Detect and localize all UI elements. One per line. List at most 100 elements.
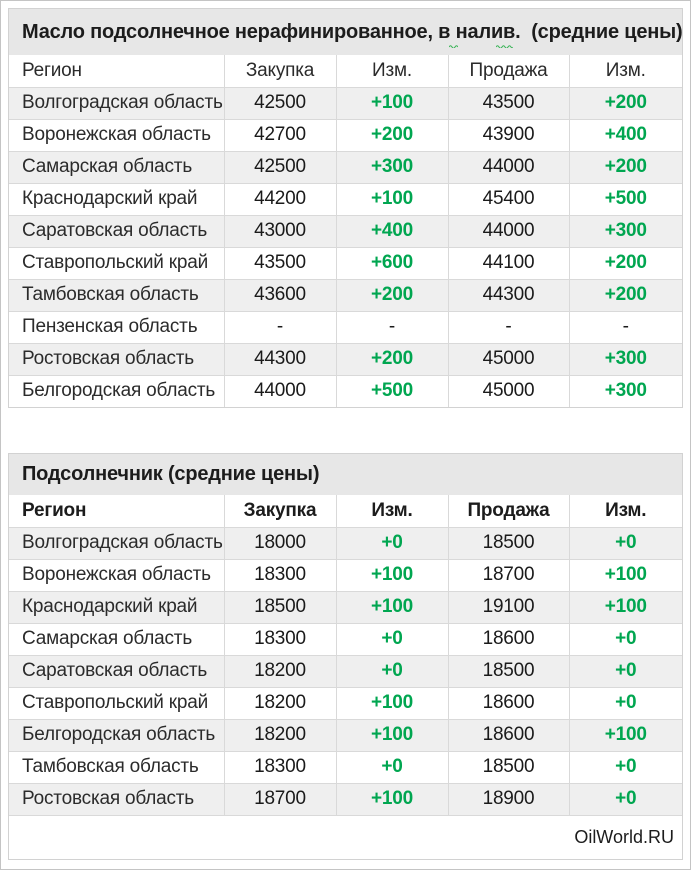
buy-price-cell: 42500 [223,86,337,120]
sell-price-cell: 45400 [447,182,570,216]
table-row: Белгородская область 44000 +500 45000 +300 [8,374,683,408]
table-row: Саратовская область 18200 +0 18500 +0 [8,654,683,688]
table-row: Белгородская область 18200 +100 18600 +100 [8,718,683,752]
buy-change-cell: +500 [335,374,449,408]
buy-price-cell: 18300 [223,750,337,784]
sell-change-cell: +0 [568,686,683,720]
sell-change-cell: +0 [568,750,683,784]
buy-price-cell: 42500 [223,150,337,184]
sunflower-table-body: Волгоградская область 18000 +0 18500 +0 Ворон… [8,526,683,816]
buy-change-cell: +400 [335,214,449,248]
buy-change-cell: +0 [335,622,449,656]
sell-change-cell: +200 [568,278,683,312]
sunflower-table-title: Подсолнечник (средние цены) [9,454,682,495]
buy-change-cell: +100 [335,782,449,816]
spellcheck-squiggle-icon [496,45,513,48]
sell-change-cell: +0 [568,526,683,560]
region-cell: Волгоградская область [8,526,225,560]
buy-price-cell: 44000 [223,374,337,408]
region-cell: Саратовская область [8,654,225,688]
table-row: Волгоградская область 18000 +0 18500 +0 [8,526,683,560]
region-cell: Самарская область [8,150,225,184]
buy-price-cell: 42700 [223,118,337,152]
buy-price-cell: 18300 [223,558,337,592]
table-row: Ставропольский край 18200 +100 18600 +0 [8,686,683,720]
sell-price-cell: 19100 [447,590,570,624]
buy-price-cell: 18200 [223,686,337,720]
column-header-sell: Продажа [447,494,570,528]
table-row: Воронежская область 42700 +200 43900 +400 [8,118,683,152]
sell-price-cell: 45000 [447,374,570,408]
sell-price-cell: 18600 [447,622,570,656]
region-cell: Воронежская область [8,558,225,592]
sell-change-cell: +300 [568,214,683,248]
buy-price-cell: 18300 [223,622,337,656]
buy-change-cell: +100 [335,182,449,216]
sell-price-cell: 44300 [447,278,570,312]
table-row: Краснодарский край 18500 +100 19100 +100 [8,590,683,624]
buy-change-cell: +200 [335,342,449,376]
region-cell: Ставропольский край [8,246,225,280]
sell-change-cell: - [568,310,683,344]
footer: OilWorld.RU [9,815,682,859]
sell-change-cell: +0 [568,782,683,816]
buy-change-cell: +100 [335,590,449,624]
oil-table-body: Волгоградская область 42500 +100 43500 +200 В… [8,86,683,408]
buy-price-cell: 43000 [223,214,337,248]
column-header-sell: Продажа [447,54,570,88]
table-row: Пензенская область - - - - [8,310,683,344]
sell-change-cell: +200 [568,246,683,280]
buy-change-cell: +600 [335,246,449,280]
region-cell: Ставропольский край [8,686,225,720]
buy-price-cell: 18200 [223,654,337,688]
sell-change-cell: +200 [568,150,683,184]
sell-change-cell: +200 [568,86,683,120]
table-row: Самарская область 18300 +0 18600 +0 [8,622,683,656]
region-cell: Ростовская область [8,342,225,376]
buy-price-cell: 18200 [223,718,337,752]
region-cell: Пензенская область [8,310,225,344]
sell-price-cell: 18600 [447,718,570,752]
table-row: Ростовская область 18700 +100 18900 +0 [8,782,683,816]
buy-change-cell: +100 [335,558,449,592]
spellcheck-squiggle-icon [449,45,458,48]
sell-change-cell: +0 [568,654,683,688]
sell-price-cell: 44100 [447,246,570,280]
section-spacer [8,408,683,453]
sell-change-cell: +300 [568,342,683,376]
sell-change-cell: +500 [568,182,683,216]
header-row: Регион Закупка Изм. Продажа Изм. [8,494,683,528]
buy-change-cell: - [335,310,449,344]
sell-price-cell: 18700 [447,558,570,592]
buy-price-cell: - [223,310,337,344]
table-row: Тамбовская область 43600 +200 44300 +200 [8,278,683,312]
region-cell: Тамбовская область [8,278,225,312]
sunflower-price-table: Регион Закупка Изм. Продажа Изм. Волгогр… [8,494,683,816]
sell-price-cell: 44000 [447,214,570,248]
region-cell: Воронежская область [8,118,225,152]
oil-table-title: Масло подсолнечное нерафинированное, в н… [9,9,683,55]
buy-price-cell: 43600 [223,278,337,312]
buy-price-cell: 43500 [223,246,337,280]
buy-change-cell: +300 [335,150,449,184]
column-header-buy: Закупка [223,54,337,88]
column-header-buy-change: Изм. [335,54,449,88]
sell-price-cell: 18500 [447,654,570,688]
sell-price-cell: 18600 [447,686,570,720]
sell-price-cell: 18500 [447,526,570,560]
buy-change-cell: +200 [335,118,449,152]
buy-price-cell: 18700 [223,782,337,816]
sell-price-cell: 45000 [447,342,570,376]
sell-price-cell: 43500 [447,86,570,120]
oil-price-table: Регион Закупка Изм. Продажа Изм. Волгогр… [8,54,683,408]
sell-change-cell: +300 [568,374,683,408]
sell-change-cell: +0 [568,622,683,656]
region-cell: Краснодарский край [8,590,225,624]
region-cell: Ростовская область [8,782,225,816]
region-cell: Белгородская область [8,374,225,408]
table-row: Самарская область 42500 +300 44000 +200 [8,150,683,184]
sell-price-cell: 18900 [447,782,570,816]
sell-change-cell: +400 [568,118,683,152]
region-cell: Тамбовская область [8,750,225,784]
header-row: Регион Закупка Изм. Продажа Изм. [8,54,683,88]
